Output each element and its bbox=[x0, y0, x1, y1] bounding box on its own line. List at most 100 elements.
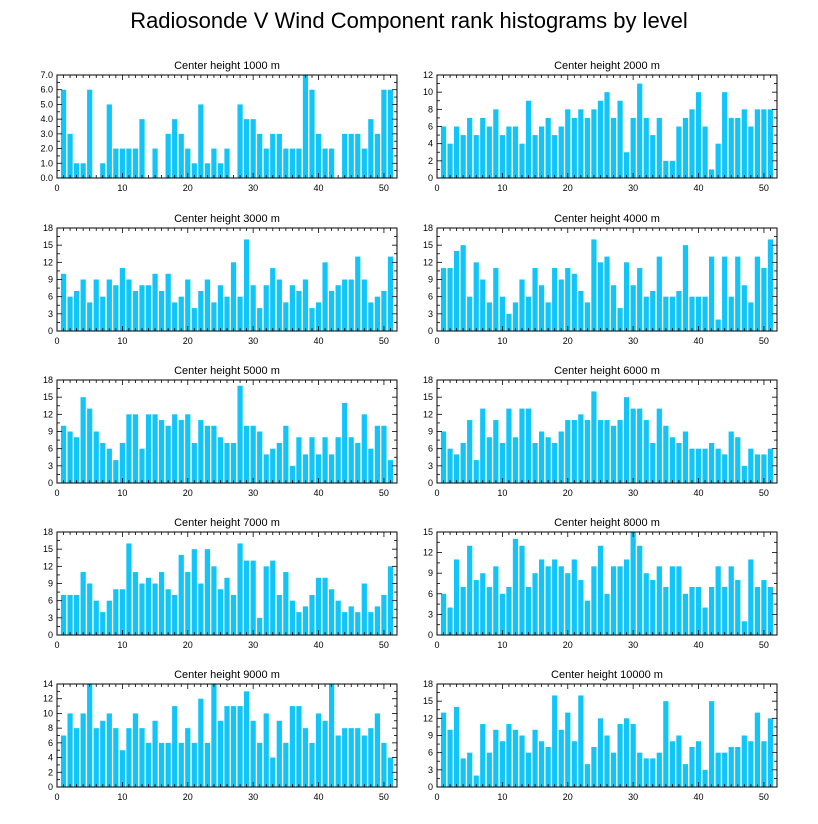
x-tick-label: 20 bbox=[183, 488, 193, 498]
bar bbox=[368, 119, 374, 178]
bar bbox=[519, 545, 525, 635]
bar bbox=[650, 290, 656, 331]
panel-4: Center height 4000 m 0 10 20 30 40 50 0 3 6 9 12 15 1… bbox=[423, 213, 778, 346]
bar bbox=[191, 549, 197, 635]
bar bbox=[506, 313, 512, 331]
bar bbox=[302, 728, 309, 787]
bar bbox=[525, 752, 532, 787]
x-tick-label: 20 bbox=[563, 792, 573, 802]
y-tick-label: 5.0 bbox=[40, 99, 53, 109]
y-tick-label: 18 bbox=[43, 223, 53, 233]
panel-1: Center height 1000 m 0 10 20 30 40 50 0.0 1.0 2.0… bbox=[40, 60, 398, 193]
x-tick-label: 50 bbox=[759, 792, 769, 802]
bar bbox=[132, 713, 139, 787]
bar bbox=[172, 302, 178, 331]
x-tick-label: 0 bbox=[434, 336, 439, 346]
bar bbox=[571, 117, 577, 178]
x-tick-label: 40 bbox=[314, 183, 324, 193]
bar bbox=[624, 397, 630, 483]
y-tick-label: 8 bbox=[428, 104, 433, 114]
bar bbox=[728, 117, 734, 178]
bar bbox=[374, 133, 380, 178]
bar bbox=[552, 135, 558, 178]
x-tick-label: 30 bbox=[248, 488, 258, 498]
x-tick-label: 0 bbox=[54, 488, 59, 498]
bar bbox=[637, 83, 643, 178]
y-tick-label: 12 bbox=[43, 561, 53, 571]
y-tick-label: 6 bbox=[428, 748, 433, 758]
bar bbox=[467, 117, 473, 178]
bar bbox=[198, 290, 204, 331]
bar bbox=[296, 612, 302, 635]
bar bbox=[637, 408, 643, 483]
bar bbox=[440, 712, 447, 787]
bar bbox=[309, 437, 315, 483]
bar bbox=[499, 296, 505, 331]
bar bbox=[539, 741, 545, 787]
bar bbox=[715, 319, 721, 331]
bar bbox=[211, 425, 217, 483]
bar bbox=[172, 706, 178, 787]
bar bbox=[650, 442, 656, 483]
x-tick-label: 10 bbox=[117, 336, 127, 346]
bar bbox=[302, 75, 309, 178]
bar bbox=[80, 572, 86, 635]
bar bbox=[145, 285, 152, 331]
y-tick-label: 9 bbox=[428, 731, 433, 741]
bar bbox=[322, 437, 328, 483]
bar bbox=[315, 713, 322, 787]
bar bbox=[198, 698, 204, 787]
bar bbox=[709, 586, 715, 635]
bar bbox=[119, 750, 125, 787]
bar bbox=[257, 308, 263, 331]
bar bbox=[368, 612, 374, 635]
y-tick-label: 15 bbox=[423, 392, 433, 402]
bar bbox=[643, 420, 649, 483]
bar bbox=[355, 256, 361, 331]
y-tick-label: 2 bbox=[428, 156, 433, 166]
bar bbox=[525, 296, 532, 331]
bar bbox=[230, 262, 237, 331]
bar bbox=[480, 408, 486, 483]
bar bbox=[597, 718, 604, 787]
bar bbox=[676, 442, 682, 483]
bar bbox=[198, 583, 204, 635]
y-tick-label: 0.0 bbox=[40, 173, 53, 183]
bar bbox=[702, 769, 708, 787]
bar bbox=[650, 758, 656, 787]
x-tick-label: 50 bbox=[759, 183, 769, 193]
bar bbox=[113, 285, 119, 331]
x-tick-label: 10 bbox=[497, 183, 507, 193]
bar bbox=[348, 606, 354, 635]
bar bbox=[139, 119, 145, 178]
bar bbox=[722, 586, 728, 635]
bar bbox=[361, 148, 367, 178]
bar bbox=[669, 437, 675, 483]
bar bbox=[532, 268, 538, 331]
bar bbox=[728, 296, 734, 331]
bar bbox=[224, 296, 230, 331]
bar bbox=[519, 735, 525, 787]
x-tick-label: 50 bbox=[379, 792, 389, 802]
bar bbox=[480, 573, 486, 635]
bar bbox=[283, 302, 289, 331]
panel-6: Center height 6000 m 0 10 20 30 40 50 0 3 6 9 12 15 1… bbox=[423, 365, 778, 498]
bar bbox=[165, 425, 171, 483]
bar bbox=[682, 117, 689, 178]
y-tick-label: 12 bbox=[423, 713, 433, 723]
bar bbox=[289, 465, 295, 483]
bar bbox=[565, 420, 571, 483]
bar bbox=[715, 566, 721, 635]
bar bbox=[689, 109, 695, 178]
x-tick-label: 50 bbox=[759, 640, 769, 650]
bar bbox=[276, 720, 282, 787]
bar bbox=[473, 262, 479, 331]
bar bbox=[656, 566, 662, 635]
bar bbox=[617, 566, 623, 635]
bar bbox=[682, 764, 689, 787]
bar bbox=[591, 239, 597, 331]
bar bbox=[480, 117, 486, 178]
bar bbox=[578, 580, 584, 635]
y-tick-label: 9 bbox=[428, 427, 433, 437]
bar bbox=[329, 684, 335, 787]
